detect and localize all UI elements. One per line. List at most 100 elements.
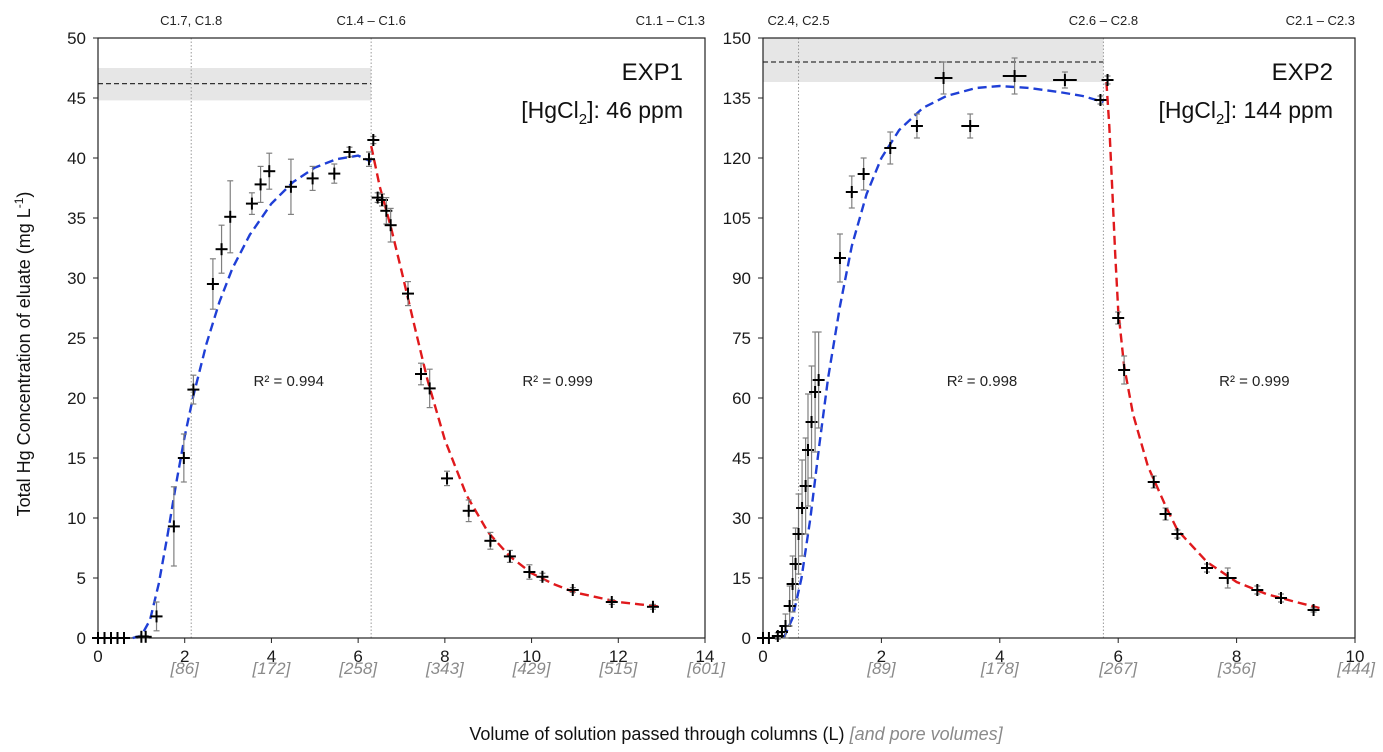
x-tick-label: 12	[609, 647, 628, 666]
data-point	[783, 585, 796, 627]
data-point	[1201, 562, 1213, 574]
data-point	[402, 281, 415, 307]
data-point	[224, 180, 237, 254]
y-axis-title-exponent: -1	[12, 197, 26, 208]
data-point	[177, 433, 190, 483]
x-tick-label: 10	[1346, 647, 1365, 666]
concentration-label: [HgCl2]: 46 ppm	[521, 97, 683, 128]
y-tick-label: 45	[732, 449, 751, 468]
data-point	[786, 555, 799, 613]
x-tick-label: 6	[353, 647, 362, 666]
data-point	[206, 258, 219, 310]
sampling-marker-label: C1.4 – C1.6	[336, 13, 405, 28]
x-tick-label: 2	[180, 647, 189, 666]
x-tick-label: 4	[995, 647, 1004, 666]
data-point	[284, 158, 297, 215]
data-point	[605, 596, 618, 608]
x-axis-title-bracket: [and pore volumes]	[849, 724, 1004, 744]
concentration-subscript: 2	[1216, 111, 1224, 128]
fit-curve-rise	[782, 84, 1104, 639]
data-point	[646, 600, 659, 613]
pore-volume-label: [172]	[252, 659, 292, 678]
data-point	[934, 61, 953, 95]
data-point	[789, 527, 802, 601]
data-point	[215, 224, 228, 274]
y-tick-label: 150	[723, 29, 751, 48]
data-point	[245, 192, 258, 215]
r2-label: R² = 0.999	[1219, 373, 1289, 390]
pore-volume-label: [89]	[866, 659, 897, 678]
sampling-marker-label: C2.6 – C2.8	[1069, 13, 1138, 28]
data-point	[1275, 592, 1287, 604]
y-tick-label: 10	[67, 509, 86, 528]
data-point	[150, 601, 163, 632]
data-point	[503, 549, 516, 564]
panel-title: EXP1	[622, 59, 683, 86]
sampling-marker-label: C2.4, C2.5	[767, 13, 829, 28]
x-axis-title-main: Volume of solution passed through column…	[469, 724, 844, 744]
data-point	[362, 151, 375, 167]
y-tick-label: 20	[67, 389, 86, 408]
data-point	[910, 113, 923, 139]
pore-volume-label: [515]	[598, 659, 638, 678]
data-point	[423, 368, 436, 409]
y-tick-label: 90	[732, 269, 751, 288]
x-tick-label: 2	[877, 647, 886, 666]
panel-exp1: C1.7, C1.8 C1.4 – C1.6 C1.1 – C1.3 0 2 4 6 8 10 1…	[67, 13, 726, 678]
pore-volume-label: [601]	[686, 659, 726, 678]
data-point	[1002, 57, 1027, 95]
data-point	[1053, 71, 1077, 89]
y-tick-label: 25	[67, 329, 86, 348]
data-point	[762, 632, 775, 644]
y-tick-label: 45	[67, 89, 86, 108]
y-tick-label: 135	[723, 89, 751, 108]
pore-volume-label: [343]	[425, 659, 465, 678]
data-point	[167, 486, 180, 567]
x-axis-title: Volume of solution passed through column…	[469, 724, 1003, 744]
concentration-label: [HgCl2]: 144 ppm	[1158, 97, 1333, 128]
pore-volume-label: [429]	[512, 659, 552, 678]
data-point	[328, 163, 341, 184]
data-point	[187, 374, 200, 405]
concentration-prefix: [HgCl	[521, 97, 579, 123]
data-point	[415, 362, 428, 386]
y-tick-label: 60	[732, 389, 751, 408]
x-tick-label: 8	[1232, 647, 1241, 666]
pore-volume-label: [444]	[1336, 659, 1376, 678]
data-point	[139, 630, 152, 643]
y-tick-label: 75	[732, 329, 751, 348]
data-point	[1171, 528, 1184, 540]
data-point	[845, 175, 858, 209]
data-point	[1307, 604, 1320, 616]
x-tick-label: 8	[440, 647, 449, 666]
sampling-marker-label: C1.1 – C1.3	[636, 13, 705, 28]
panel-exp2: C2.4, C2.5 C2.6 – C2.8 C2.1 – C2.3 0 2 4 6 8 10 0…	[723, 13, 1377, 678]
y-tick-label: 30	[67, 269, 86, 288]
data-point	[484, 531, 497, 550]
fit-curve-fall	[370, 145, 662, 608]
data-point	[1251, 584, 1264, 596]
data-point	[884, 131, 897, 165]
concentration-suffix: ]: 144 ppm	[1224, 97, 1333, 123]
x-tick-label: 10	[522, 647, 541, 666]
sampling-marker-label: C2.1 – C2.3	[1286, 13, 1355, 28]
data-point	[1159, 507, 1172, 521]
data-point	[254, 165, 267, 203]
data-point	[799, 437, 812, 535]
x-tick-label: 14	[696, 647, 715, 666]
x-tick-label: 0	[758, 647, 767, 666]
concentration-prefix: [HgCl	[1158, 97, 1216, 123]
y-tick-label: 15	[67, 449, 86, 468]
pore-volume-label: [86]	[170, 659, 201, 678]
y-axis-title-main: Total Hg Concentration of eluate (mg L	[14, 208, 34, 516]
y-tick-label: 15	[732, 569, 751, 588]
data-point	[801, 393, 814, 507]
y-tick-label: 30	[732, 509, 751, 528]
data-point	[118, 632, 131, 644]
concentration-suffix: ]: 46 ppm	[587, 97, 683, 123]
data-point	[1101, 74, 1114, 86]
data-point	[812, 331, 825, 429]
data-point	[343, 146, 356, 158]
pore-volume-label: [267]	[1098, 659, 1138, 678]
